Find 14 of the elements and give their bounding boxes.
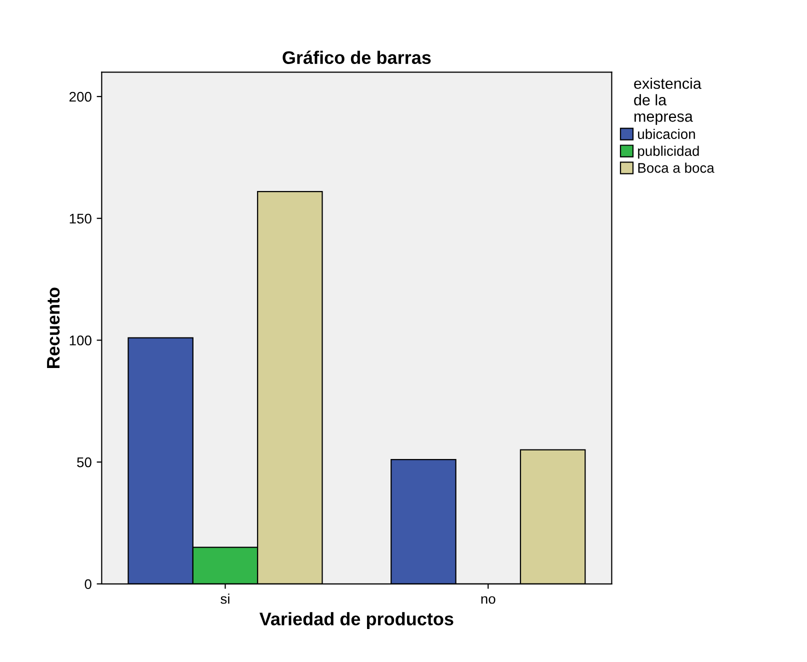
legend-label: ubicacion — [638, 128, 695, 140]
legend-label: publicidad — [638, 146, 699, 159]
y-axis-title: Recuento — [47, 288, 60, 368]
chart-title: Gráfico de barras — [282, 50, 431, 64]
y-tick-label: 150 — [70, 214, 92, 224]
legend-title: existencia de la mepresa — [634, 78, 702, 125]
x-axis-title: Variedad de productos — [260, 612, 454, 629]
y-tick-label: 100 — [70, 336, 92, 346]
x-tick-label: si — [220, 594, 230, 604]
y-tick-label: 0 — [84, 579, 92, 590]
y-tick-label: 50 — [77, 457, 92, 468]
x-tick-label: no — [481, 596, 496, 604]
y-tick-label: 200 — [69, 92, 92, 102]
legend-label: Boca a boca — [638, 162, 714, 173]
